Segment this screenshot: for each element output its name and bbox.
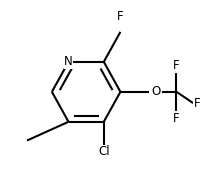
Text: F: F: [173, 59, 180, 72]
Text: N: N: [64, 55, 73, 68]
Text: O: O: [151, 85, 160, 98]
Text: F: F: [117, 10, 124, 23]
Text: F: F: [173, 112, 180, 125]
Text: F: F: [194, 96, 201, 109]
Text: Cl: Cl: [98, 145, 110, 158]
